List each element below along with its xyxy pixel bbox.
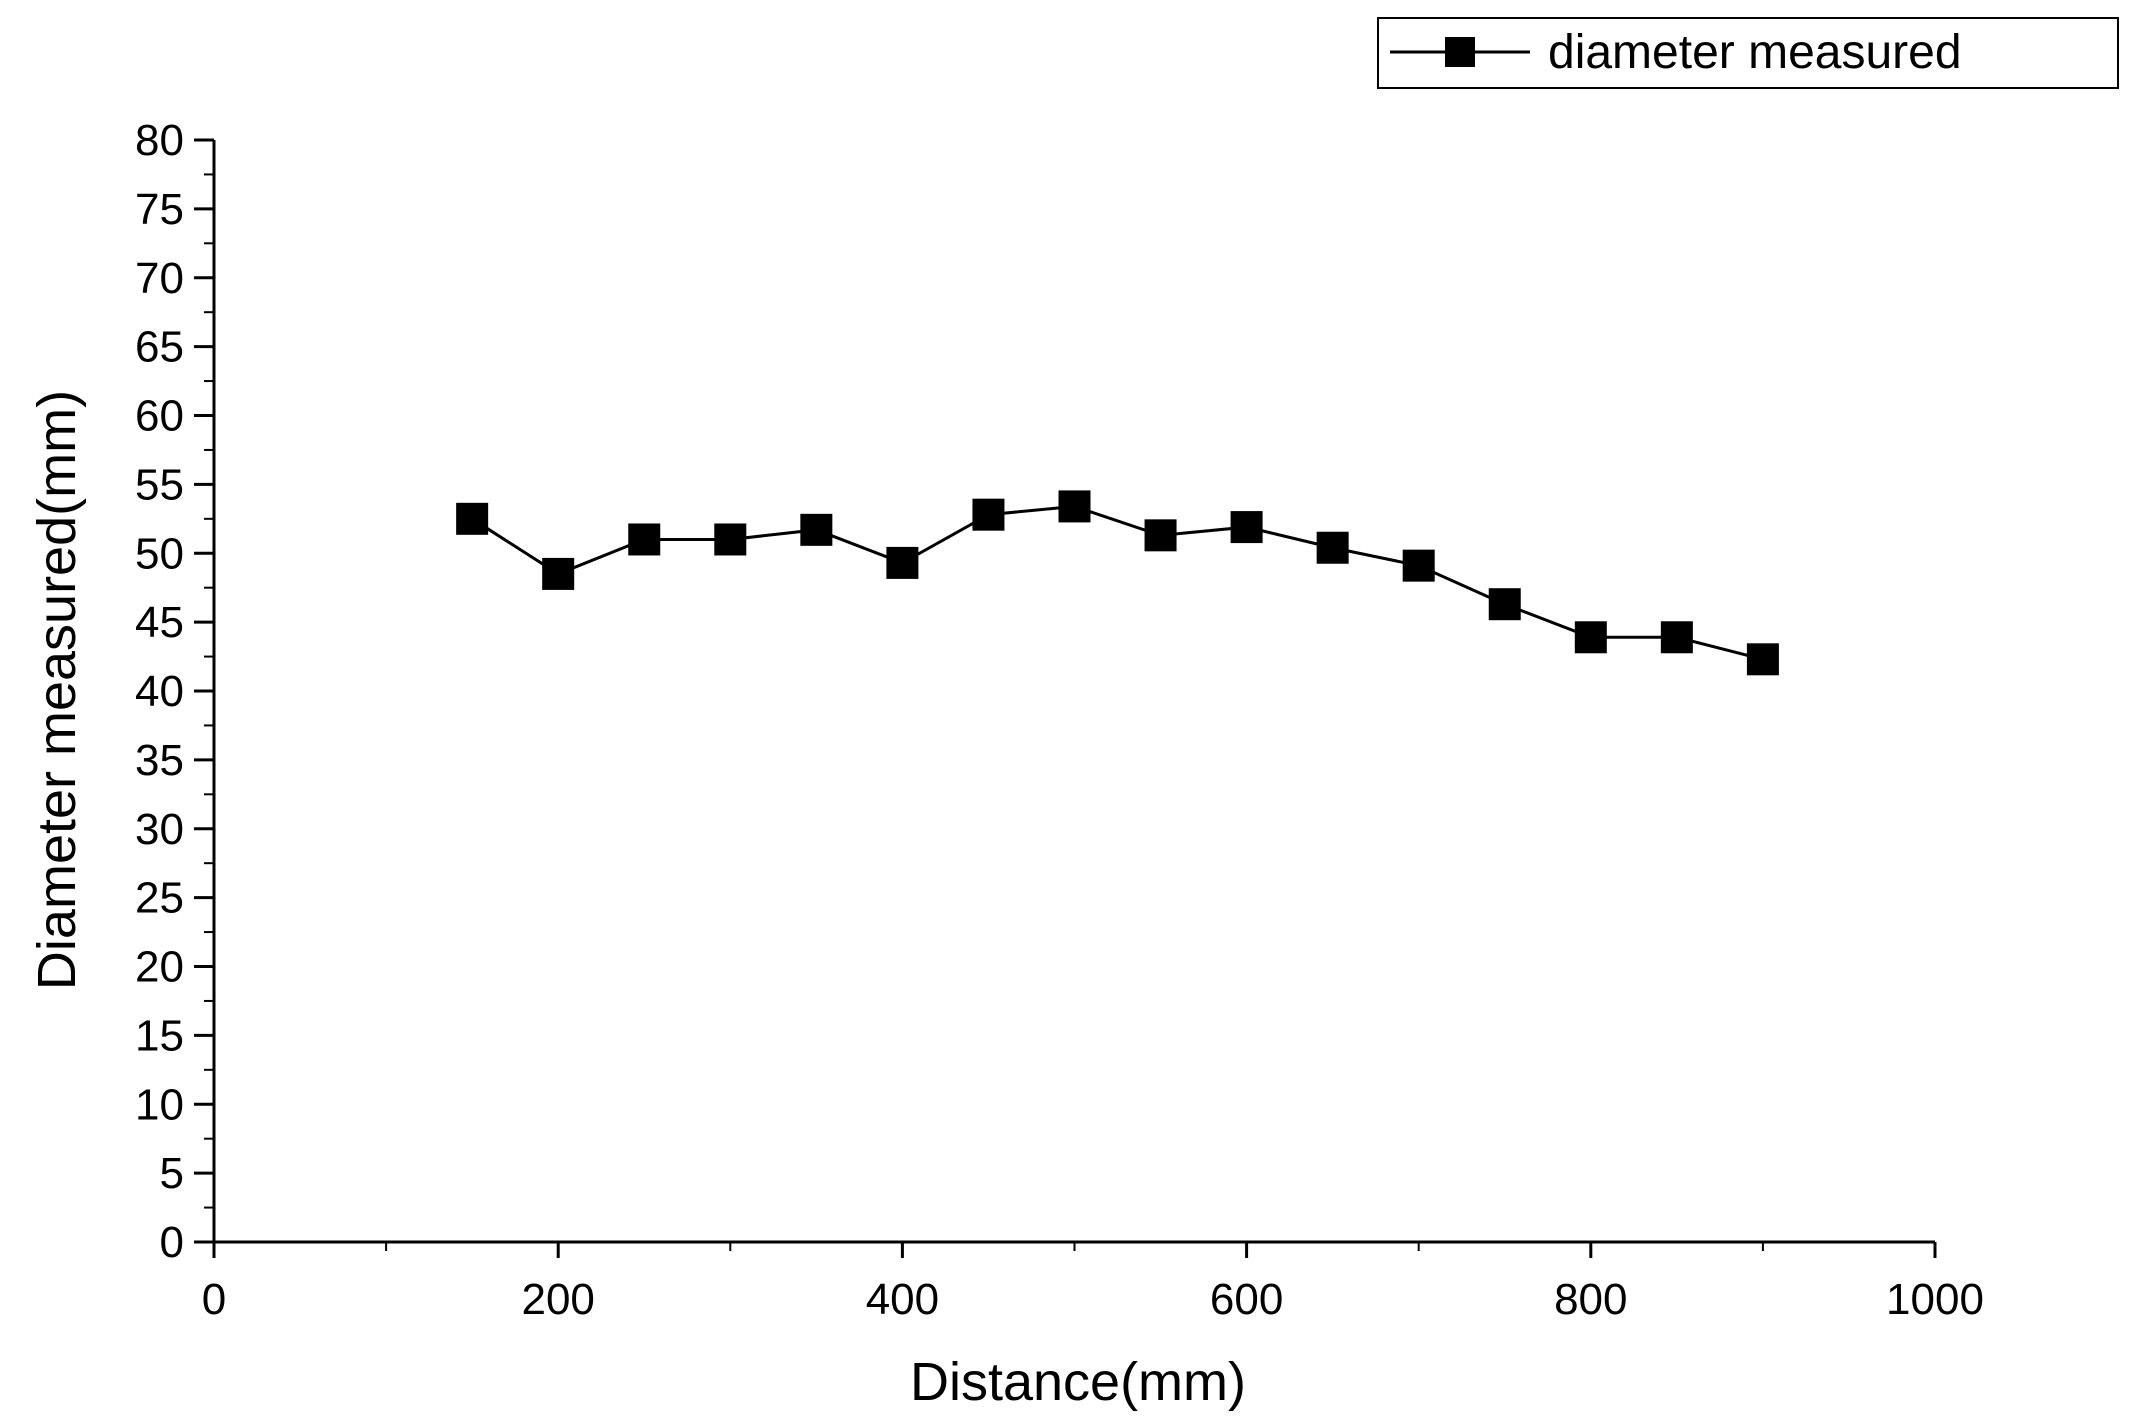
y-tick-label: 75 bbox=[135, 185, 184, 234]
x-tick-label: 800 bbox=[1554, 1275, 1627, 1324]
y-tick-label: 40 bbox=[135, 667, 184, 716]
legend-entry-label: diameter measured bbox=[1548, 26, 1962, 79]
x-tick-label: 0 bbox=[202, 1275, 226, 1324]
data-point bbox=[1488, 588, 1521, 621]
data-point bbox=[1316, 531, 1349, 564]
data-point bbox=[1402, 549, 1435, 582]
x-tick-label: 400 bbox=[866, 1275, 939, 1324]
y-tick-label: 25 bbox=[135, 874, 184, 923]
data-point bbox=[1746, 643, 1779, 676]
axes bbox=[212, 140, 1935, 1244]
x-axis-title: Distance(mm) bbox=[910, 1352, 1246, 1412]
data-point bbox=[1144, 519, 1177, 552]
data-point bbox=[1574, 621, 1607, 654]
legend-marker-sample bbox=[1445, 37, 1475, 67]
y-tick-label: 65 bbox=[135, 323, 184, 372]
data-point bbox=[714, 523, 747, 556]
x-axis-ticks: 0 200 400 600 800 1000 bbox=[202, 1242, 1984, 1324]
y-tick-label: 55 bbox=[135, 460, 184, 509]
y-tick-label: 10 bbox=[135, 1080, 184, 1129]
y-axis-ticks: 0 5 10 15 20 25 30 35 40 45 50 55 60 65 70 75 80 bbox=[135, 116, 214, 1267]
y-tick-label: 70 bbox=[135, 254, 184, 303]
data-point bbox=[456, 502, 489, 535]
y-tick-label: 35 bbox=[135, 736, 184, 785]
data-point bbox=[972, 498, 1005, 531]
y-tick-label: 80 bbox=[135, 116, 184, 165]
y-tick-label: 20 bbox=[135, 943, 184, 992]
data-point bbox=[1660, 621, 1693, 654]
y-tick-label: 5 bbox=[160, 1149, 184, 1198]
legend: diameter measured bbox=[1377, 17, 2119, 89]
x-tick-label: 1000 bbox=[1886, 1275, 1984, 1324]
series-layer bbox=[456, 490, 1779, 676]
data-point bbox=[1058, 490, 1091, 523]
data-point bbox=[628, 523, 661, 556]
y-tick-label: 15 bbox=[135, 1011, 184, 1060]
data-point bbox=[886, 546, 919, 579]
x-tick-label: 600 bbox=[1210, 1275, 1283, 1324]
y-axis-title: Diameter measured(mm) bbox=[27, 390, 87, 990]
y-tick-label: 0 bbox=[160, 1218, 184, 1267]
y-tick-label: 45 bbox=[135, 598, 184, 647]
series-line bbox=[471, 504, 1764, 661]
data-point bbox=[800, 513, 833, 546]
y-tick-label: 50 bbox=[135, 529, 184, 578]
y-tick-label: 30 bbox=[135, 805, 184, 854]
data-point bbox=[542, 557, 575, 590]
x-tick-label: 200 bbox=[521, 1275, 594, 1324]
y-tick-label: 60 bbox=[135, 392, 184, 441]
data-point bbox=[1230, 511, 1263, 544]
